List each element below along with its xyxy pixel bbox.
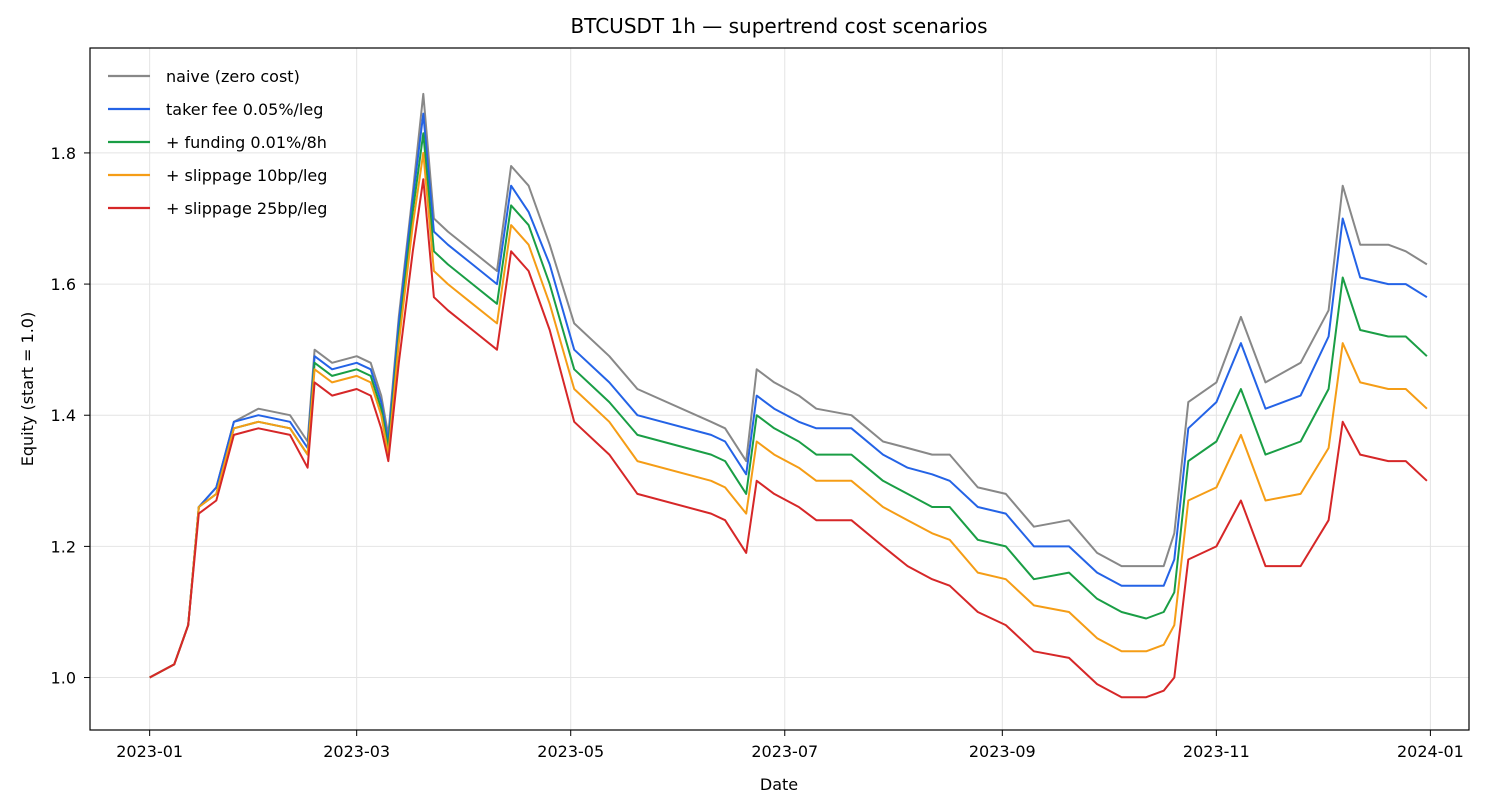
series-line-0 <box>149 92 1428 679</box>
legend-label-4: + slippage 25bp/leg <box>166 199 327 218</box>
x-tick-label: 2024-01 <box>1397 742 1464 761</box>
y-tick-label: 1.0 <box>51 669 76 688</box>
grid-layer <box>90 48 1469 730</box>
series-line-2 <box>149 132 1428 679</box>
chart-title: BTCUSDT 1h — supertrend cost scenarios <box>570 14 987 38</box>
y-axis-label: Equity (start = 1.0) <box>18 312 37 466</box>
series-line-3 <box>149 151 1428 679</box>
plot-area-frame <box>89 47 1470 731</box>
series-line-1 <box>149 112 1428 679</box>
legend-label-0: naive (zero cost) <box>166 67 300 86</box>
x-tick-label: 2023-11 <box>1183 742 1250 761</box>
legend-label-1: taker fee 0.05%/leg <box>166 100 323 119</box>
x-tick-label: 2023-07 <box>751 742 818 761</box>
tick-layer: 2023-01 2023-03 2023-05 2023-07 2023-09 2023-… <box>51 144 1464 761</box>
x-axis-label: Date <box>760 775 798 794</box>
series-layer <box>149 92 1428 699</box>
x-tick-label: 2023-03 <box>323 742 390 761</box>
y-tick-label: 1.2 <box>51 537 76 556</box>
y-tick-label: 1.4 <box>51 406 76 425</box>
legend-label-2: + funding 0.01%/8h <box>166 133 327 152</box>
x-tick-label: 2023-09 <box>969 742 1036 761</box>
series-line-4 <box>149 178 1428 699</box>
x-tick-label: 2023-05 <box>537 742 604 761</box>
legend: naive (zero cost) taker fee 0.05%/leg + fu… <box>108 67 327 218</box>
x-tick-label: 2023-01 <box>116 742 183 761</box>
y-tick-label: 1.6 <box>51 275 76 294</box>
legend-label-3: + slippage 10bp/leg <box>166 166 327 185</box>
y-tick-label: 1.8 <box>51 144 76 163</box>
